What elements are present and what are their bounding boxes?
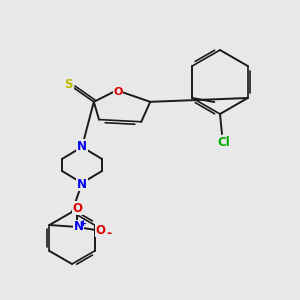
Text: N: N [74, 220, 83, 233]
Text: O: O [73, 202, 82, 214]
Text: O: O [95, 224, 106, 236]
Text: +: + [79, 218, 86, 227]
Text: S: S [64, 78, 73, 91]
Text: O: O [113, 87, 122, 97]
Text: N: N [77, 178, 87, 190]
Text: Cl: Cl [218, 136, 230, 148]
Text: -: - [106, 226, 111, 239]
Text: N: N [77, 140, 87, 152]
